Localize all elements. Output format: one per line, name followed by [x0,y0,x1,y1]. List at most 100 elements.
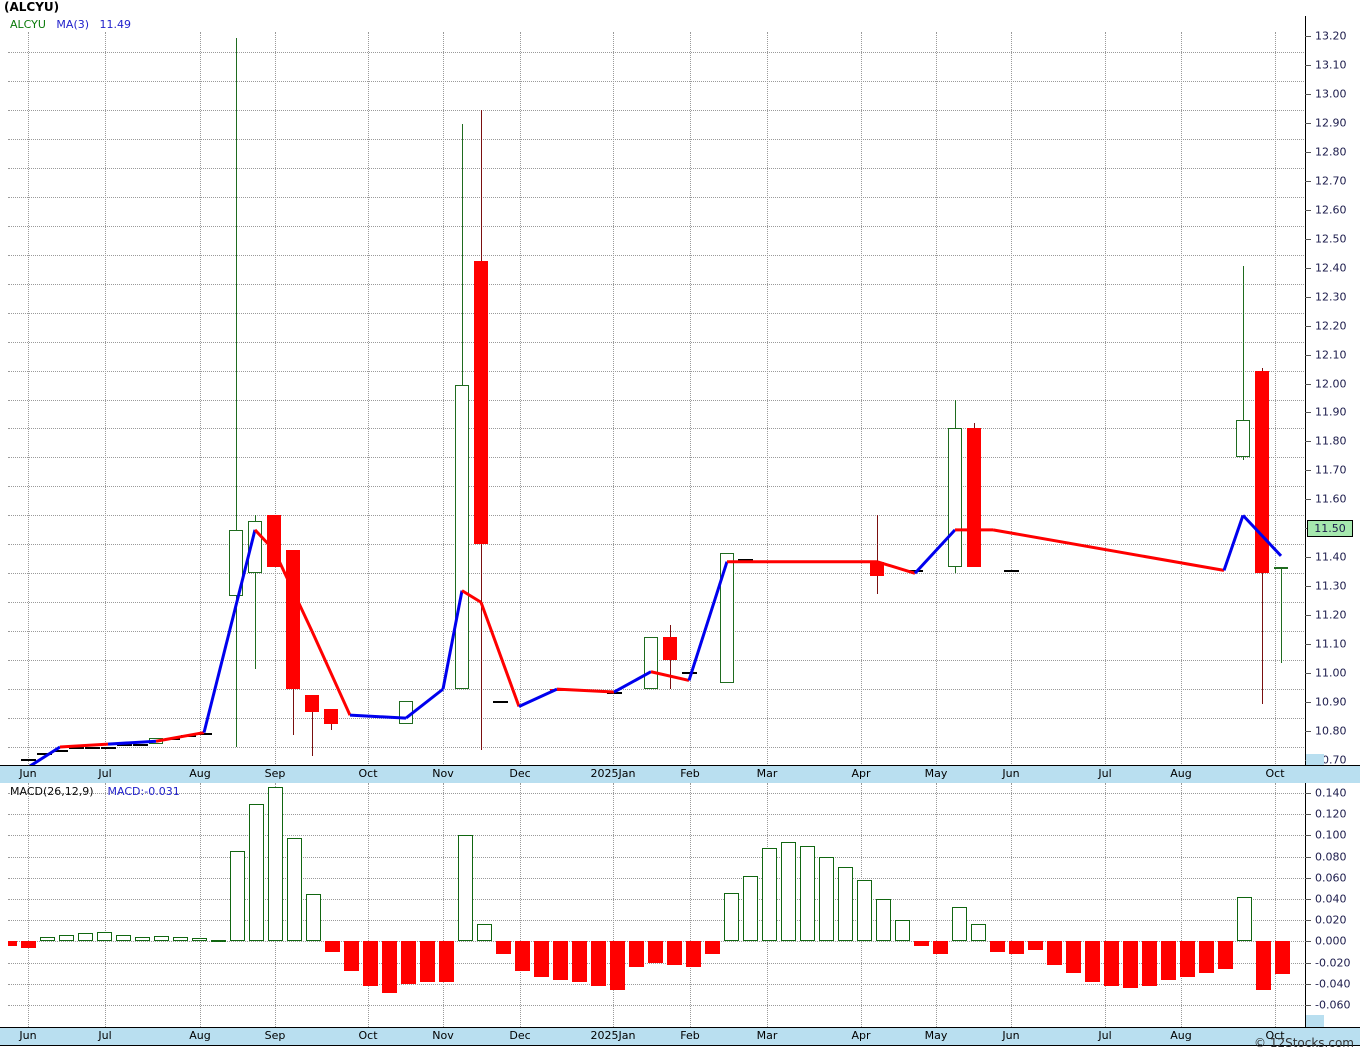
price-axis-label: 11.00 [1315,666,1347,680]
price-axis-tick [1305,383,1311,385]
macd-panel [0,783,1360,1056]
price-axis-label: 10.80 [1315,724,1347,738]
macd-histogram-bar [876,899,891,942]
macd-histogram-bar [819,856,834,942]
ma-segment [650,670,690,682]
month-label: Jul [98,1029,112,1042]
macd-histogram-bar [21,941,36,948]
macd-axis-label: -0.020 [1315,956,1351,970]
candle-flat [607,692,622,695]
ma-segment [556,687,615,694]
macd-histogram-bar [116,935,131,942]
macd-gridline [8,1005,1304,1006]
macd-histogram-bar [287,837,302,942]
price-axis-tick [1305,470,1311,472]
price-axis-tick [1305,93,1311,95]
ma-segment [461,589,482,604]
price-axis-tick [1305,36,1311,37]
macd-histogram-bar [572,941,587,982]
macd-histogram-bar [591,941,606,986]
month-label: Apr [851,1029,871,1042]
candle-body [324,709,338,724]
macd-histogram-bar [990,941,1005,952]
candle-wick [236,37,237,748]
ma-segment [441,590,464,690]
month-gridline [520,783,521,1027]
month-gridline [936,32,937,782]
candle-wick [312,694,313,756]
price-gridline [8,631,1304,633]
macd-axis-tick [1305,793,1311,794]
macd-histogram-bar [382,941,397,994]
price-axis-tick [1305,441,1311,443]
macd-histogram-bar [762,848,777,942]
legend-macd-indicator: MACD(26,12,9) [10,785,94,798]
price-axis-tick [1305,586,1311,588]
macd-axis-tick [1305,835,1311,837]
candle-flat [69,747,84,750]
price-axis-label: 13.10 [1315,58,1347,72]
macd-histogram-bar [1218,941,1233,969]
price-axis-label: 11.40 [1315,550,1347,564]
macd-axis-label: 0.040 [1315,892,1347,906]
ma-segment [613,670,652,694]
macd-histogram-bar [724,892,739,942]
month-label: Aug [189,767,211,780]
legend-ma-value: 11.49 [99,18,132,31]
ma-segment [913,528,957,575]
price-gridline [8,718,1304,720]
macd-histogram-bar [1275,941,1290,975]
month-label: Oct [358,1029,378,1042]
month-gridline [105,32,106,782]
macd-axis-line [1305,783,1306,1027]
ma-segment [405,687,444,720]
macd-histogram-bar [439,941,454,982]
ma-segment [310,630,352,716]
macd-axis-tick [1305,899,1311,900]
ma-segment [27,745,61,769]
ma-segment [59,742,109,749]
price-axis-bottom-swatch [1306,754,1324,768]
month-label: Oct [1265,767,1285,780]
month-gridline [520,32,521,782]
month-gridline [443,783,444,1027]
candle-flat [197,732,212,735]
macd-y-axis: 0.140 0.120 0.100 0.080 0.060 0.040 0.020 0.000… [1305,783,1360,1027]
candle-body [1274,567,1288,570]
macd-histogram-bar [477,924,492,942]
price-axis-tick [1305,122,1311,124]
macd-axis-tick [1305,814,1311,816]
macd-axis-label: -0.040 [1315,977,1351,991]
price-gridline [8,167,1304,169]
month-gridline [690,32,691,782]
ma-segment [1222,514,1245,571]
candle-flat [493,700,508,703]
macd-histogram-bar [401,941,416,984]
candle-flat [682,671,697,674]
macd-histogram-bar [800,846,815,942]
macd-histogram-bar [1199,941,1214,974]
month-gridline [1275,783,1276,1027]
ma-segment [155,731,205,743]
price-axis-tick [1305,64,1311,66]
ma-segment [1241,514,1283,557]
month-label: Jun [19,1029,37,1042]
title-bar: (ALCYU) [0,0,1360,17]
price-axis-label: 12.40 [1315,261,1347,275]
candle-flat [738,558,753,561]
macd-histogram-bar [325,941,340,952]
price-axis-label: 11.60 [1315,492,1347,506]
price-axis-label: 12.20 [1315,319,1347,333]
price-axis-tick [1305,499,1311,501]
ma-segment [687,561,729,681]
macd-axis-label: 0.060 [1315,871,1347,885]
ma-segment [272,549,314,632]
macd-histogram-bar [1237,896,1252,942]
candle-flat [53,749,68,752]
candle-body [229,529,243,597]
macd-histogram-bar [249,803,264,942]
month-label: Jun [19,767,37,780]
macd-axis-tick [1305,983,1311,985]
price-gridline [8,370,1304,372]
ma-segment [107,739,157,746]
